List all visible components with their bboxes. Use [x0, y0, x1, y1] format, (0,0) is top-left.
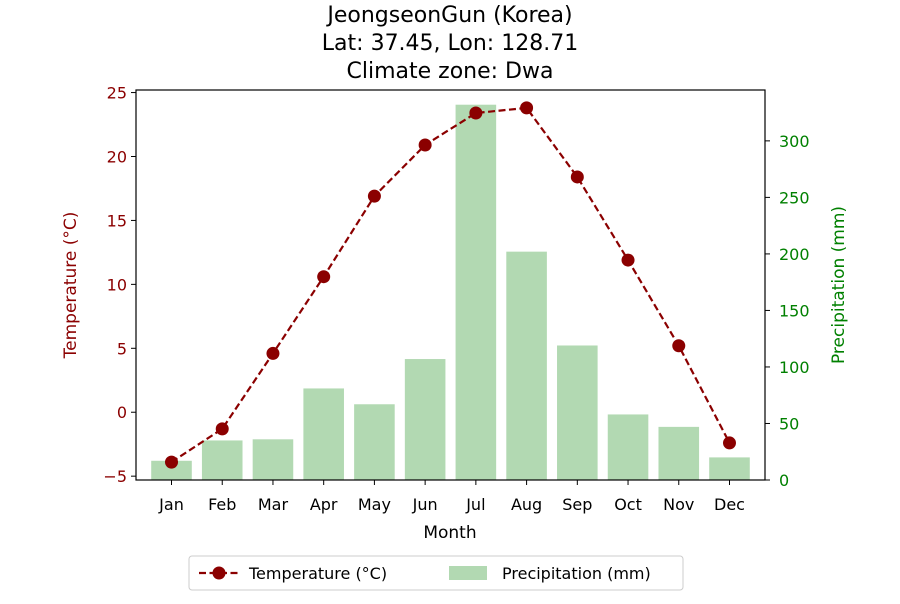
left-tick-label: 0	[117, 403, 127, 422]
temperature-point-apr	[317, 270, 331, 284]
left-tick-label: 5	[117, 339, 127, 358]
temperature-point-jun	[418, 138, 432, 152]
temperature-point-jul	[469, 106, 483, 120]
legend-temperature-marker	[212, 566, 226, 580]
x-tick-label-feb: Feb	[208, 495, 236, 514]
legend-temperature-label: Temperature (°C)	[248, 564, 387, 583]
precipitation-bars	[151, 104, 750, 481]
left-tick-label: −5	[103, 467, 127, 486]
title-line-1: JeongseonGun (Korea)	[325, 3, 572, 28]
temperature-point-feb	[215, 422, 229, 436]
precipitation-bar-may	[354, 404, 395, 480]
temperature-series-line	[170, 106, 731, 464]
x-tick-label-jan: Jan	[158, 495, 184, 514]
right-tick-label: 200	[779, 245, 810, 264]
precipitation-bar-jul	[455, 104, 497, 481]
precipitation-bar-sep	[557, 345, 598, 480]
x-tick-label-apr: Apr	[310, 495, 338, 514]
x-tick-label-sep: Sep	[562, 495, 592, 514]
x-tick-label-nov: Nov	[663, 495, 694, 514]
x-tick-label-oct: Oct	[614, 495, 642, 514]
temperature-point-nov	[672, 339, 686, 353]
left-tick-label: 25	[107, 84, 127, 103]
x-tick-label-may: May	[358, 495, 391, 514]
precipitation-bar-mar	[252, 439, 294, 480]
precipitation-bar-feb	[201, 440, 243, 480]
y-axis-label-left: Temperature (°C)	[61, 212, 81, 360]
right-tick-label: 150	[779, 301, 810, 320]
precipitation-bar-oct	[607, 414, 649, 480]
temperature-point-mar	[266, 346, 280, 360]
precipitation-bar-aug	[506, 251, 547, 480]
temperature-point-jan	[165, 455, 179, 469]
temperature-point-aug	[520, 101, 534, 115]
right-tick-label: 0	[779, 471, 789, 490]
left-tick-label: 10	[107, 275, 127, 294]
left-tick-label: 20	[107, 147, 127, 166]
legend-precipitation-label: Precipitation (mm)	[502, 564, 651, 583]
precipitation-bar-jan	[151, 460, 192, 480]
left-tick-label: 15	[107, 211, 127, 230]
title-line-2: Lat: 37.45, Lon: 128.71	[322, 31, 578, 56]
right-tick-label: 250	[779, 188, 810, 207]
temperature-point-dec	[722, 436, 736, 450]
x-tick-label-dec: Dec	[714, 495, 745, 514]
x-axis-label: Month	[423, 523, 476, 543]
temperature-point-oct	[621, 253, 635, 267]
x-tick-label-jun: Jun	[412, 495, 438, 514]
x-tick-label-aug: Aug	[511, 495, 542, 514]
precipitation-bar-apr	[303, 388, 344, 480]
precipitation-bar-nov	[658, 426, 700, 480]
x-tick-label-mar: Mar	[258, 495, 289, 514]
temperature-point-may	[367, 189, 381, 203]
right-tick-label: 50	[779, 414, 799, 433]
x-tick-label-jul: Jul	[465, 495, 485, 514]
legend-precipitation-swatch	[449, 566, 487, 580]
right-tick-label: 300	[779, 132, 810, 151]
plot-frame	[135, 89, 766, 481]
precipitation-bar-dec	[709, 457, 750, 480]
precipitation-bar-jun	[404, 359, 446, 480]
legend: Temperature (°C) Precipitation (mm)	[188, 555, 684, 591]
title-line-3: Climate zone: Dwa	[347, 59, 554, 84]
chart-title: JeongseonGun (Korea) Lat: 37.45, Lon: 128…	[322, 3, 578, 84]
y-axis-label-right: Precipitation (mm)	[829, 206, 849, 364]
temperature-line	[165, 101, 736, 469]
right-tick-label: 100	[779, 358, 810, 377]
temperature-point-sep	[570, 170, 584, 184]
legend-box	[188, 555, 684, 591]
